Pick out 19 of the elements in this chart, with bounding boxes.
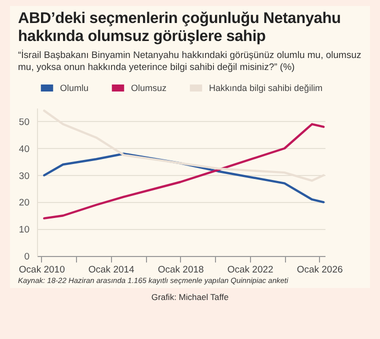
y-tick-label: 40 (18, 144, 30, 155)
x-tick-label: Ocak 2014 (88, 264, 134, 276)
x-tick-label: Ocak 2026 (296, 264, 343, 276)
line-series (43, 152, 325, 204)
x-tick-label: Ocak 2018 (158, 264, 204, 276)
chart-subtitle: “İsrail Başbakanı Binyamin Netanyahu hakkındaki görüşünüz olumlu mu, olumsuz mu, yoksa onun hakkında yeterince bilgi sahibi değil misiniz?” (%) (18, 50, 362, 74)
x-tick-label: Ocak 2022 (227, 264, 274, 276)
y-tick-label: 20 (18, 198, 30, 209)
legend-label: Olumlu (60, 83, 89, 93)
y-tick-label: 10 (18, 224, 30, 236)
legend-label: Olumsuz (131, 83, 168, 93)
x-tick-label: Ocak 2010 (18, 264, 65, 276)
legend-label: Hakkında bilgi sahibi değilim (209, 83, 323, 93)
y-tick-label: 30 (18, 170, 30, 182)
y-tick-label: 50 (18, 116, 30, 128)
chart-title: ABD’deki seçmenlerin çoğunluğu Netanyahu hakkında olumsuz görüşlere sahip (18, 10, 342, 46)
line-series (43, 123, 325, 220)
text: Grafik: Michael Taffe (150, 292, 230, 302)
y-tick-label: 0 (24, 252, 30, 262)
